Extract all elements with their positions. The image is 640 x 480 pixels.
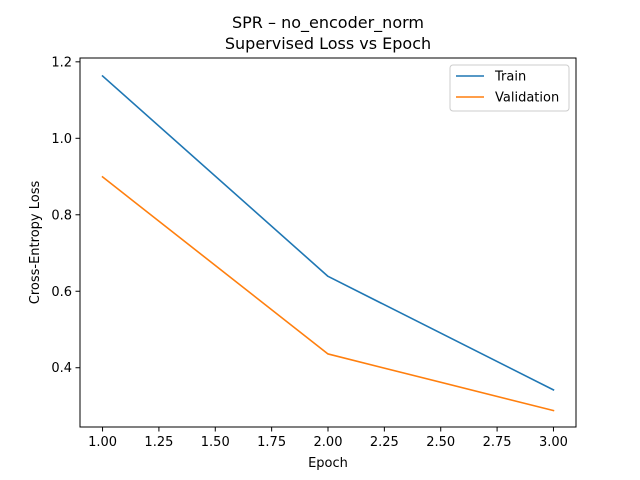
x-tick-label: 2.75 (483, 435, 512, 450)
y-tick-label: 1.0 (51, 132, 72, 147)
series-line-validation (101, 175, 555, 412)
legend: Train Validation (449, 64, 570, 112)
series-line-train (101, 74, 555, 391)
series-lines (101, 74, 555, 412)
x-tick-label: 1.00 (88, 435, 117, 450)
x-tick-label: 1.50 (201, 435, 230, 450)
x-tick-label: 1.75 (257, 435, 286, 450)
x-axis-ticks: 1.00 1.25 1.50 1.75 2.00 2.25 2.50 2.75 3.00 (88, 427, 568, 450)
chart-title: SPR – no_encoder_norm (232, 13, 424, 33)
y-axis-label: Cross-Entropy Loss (28, 181, 43, 305)
x-tick-label: 3.00 (539, 435, 568, 450)
x-tick-label: 2.25 (370, 435, 399, 450)
y-axis-ticks: 0.4 0.6 0.8 1.0 1.2 (51, 55, 80, 376)
y-tick-label: 1.2 (51, 55, 72, 70)
x-tick-label: 2.00 (314, 435, 343, 450)
x-tick-label: 1.25 (144, 435, 173, 450)
y-tick-label: 0.4 (51, 361, 72, 376)
legend-label-validation: Validation (495, 91, 559, 106)
x-tick-label: 2.50 (426, 435, 455, 450)
y-tick-label: 0.8 (51, 208, 72, 223)
legend-label-train: Train (494, 70, 526, 85)
x-axis-label: Epoch (308, 456, 348, 471)
plot-frame (79, 57, 577, 428)
y-tick-label: 0.6 (51, 285, 72, 300)
chart-subtitle: Supervised Loss vs Epoch (225, 34, 431, 53)
